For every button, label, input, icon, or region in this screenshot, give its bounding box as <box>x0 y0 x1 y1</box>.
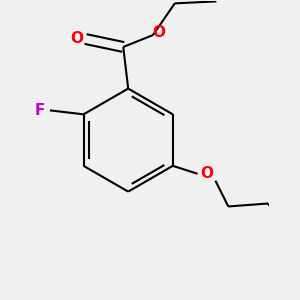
Text: O: O <box>152 25 165 40</box>
Text: O: O <box>200 166 213 181</box>
Text: F: F <box>35 103 45 118</box>
Text: O: O <box>70 31 83 46</box>
